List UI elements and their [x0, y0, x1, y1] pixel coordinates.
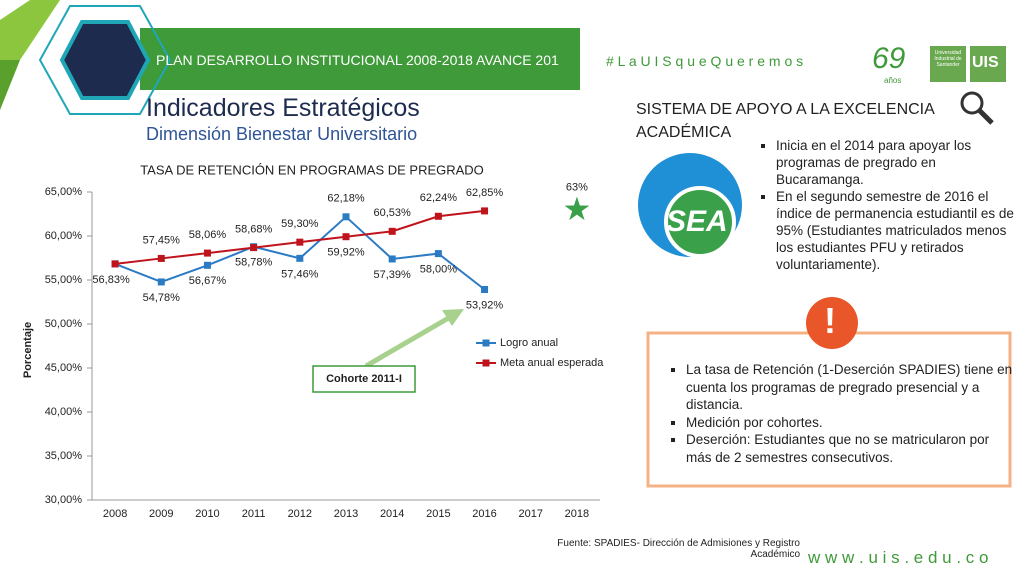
warning-mark: !	[824, 300, 836, 341]
x-tick-label: 2013	[334, 508, 358, 520]
marker	[434, 250, 442, 258]
legend-label: Logro anual	[500, 337, 558, 349]
url: w w w . u i s . e d u . c o	[808, 548, 989, 567]
data-label: 58,06%	[189, 229, 227, 241]
data-label: 57,39%	[374, 269, 412, 281]
logo-uis: UIS	[972, 54, 999, 71]
marker	[111, 260, 119, 268]
data-label: 57,45%	[143, 234, 181, 246]
y-tick-label: 60,00%	[45, 230, 83, 242]
sea-logo: SEA	[666, 205, 728, 238]
marker	[203, 261, 211, 269]
data-label: 59,30%	[281, 218, 319, 230]
banner: PLAN DESARROLLO INSTITUCIONAL 2008-2018 …	[156, 52, 559, 68]
banner-bg	[140, 28, 580, 90]
sea-logo-circle	[664, 186, 736, 258]
search-icon	[977, 108, 994, 125]
search-icon	[960, 91, 984, 115]
warning-icon	[806, 297, 858, 349]
x-tick-label: 2018	[565, 508, 589, 520]
legend-label: Meta anual esperada	[500, 357, 604, 369]
data-label: 62,18%	[327, 193, 365, 205]
x-tick-label: 2008	[103, 508, 127, 520]
data-label: 58,78%	[235, 257, 273, 269]
bullet: Deserción: Estudiantes que no se matricu…	[686, 431, 1016, 466]
notes-bullets: La tasa de Retención (1-Deserción SPADIE…	[668, 361, 1016, 466]
marker	[203, 249, 211, 257]
chart: TASA DE RETENCIÓN EN PROGRAMAS DE PREGRA…	[22, 162, 604, 520]
logo-years: 69	[872, 42, 906, 75]
x-tick-label: 2015	[426, 508, 450, 520]
bullet: La tasa de Retención (1-Deserción SPADIE…	[686, 361, 1016, 414]
data-label: 57,46%	[281, 268, 319, 280]
x-tick-label: 2016	[472, 508, 496, 520]
decor-shape	[0, 60, 20, 110]
marker	[342, 233, 350, 241]
marker	[388, 227, 396, 235]
title: Indicadores Estratégicos	[146, 94, 420, 122]
legend-marker	[482, 339, 490, 347]
marker	[157, 254, 165, 262]
data-label: 60,53%	[374, 207, 412, 219]
data-label: 58,00%	[420, 264, 458, 276]
target-label: 63%	[566, 182, 588, 194]
y-axis-label: Porcentaje	[22, 322, 34, 378]
subtitle: Dimensión Bienestar Universitario	[146, 124, 418, 144]
y-tick-label: 50,00%	[45, 318, 83, 330]
marker	[481, 286, 489, 294]
y-tick-label: 40,00%	[45, 406, 83, 418]
data-label: 54,78%	[143, 292, 181, 304]
data-label: 56,67%	[189, 275, 227, 287]
x-tick-label: 2017	[518, 508, 542, 520]
bullet: Medición por cohortes.	[686, 414, 1016, 432]
y-tick-label: 45,00%	[45, 362, 83, 374]
marker	[250, 244, 258, 252]
y-tick-label: 35,00%	[45, 450, 83, 462]
hashtag: # L a U I S q u e Q u e r e m o s	[606, 53, 804, 69]
data-label: 62,24%	[420, 192, 458, 204]
marker	[296, 238, 304, 246]
sea-heading: SISTEMA DE APOYO A LA EXCELENCIA ACADÉMI…	[636, 101, 934, 141]
y-tick-label: 55,00%	[45, 274, 83, 286]
y-tick-label: 65,00%	[45, 186, 83, 198]
annotation-arrow	[364, 313, 454, 369]
hexagon	[59, 20, 151, 100]
x-tick-label: 2014	[380, 508, 404, 520]
logo-university: Universidad Industrial de Santander	[934, 50, 962, 68]
marker	[296, 254, 304, 262]
annotation-arrowhead	[442, 309, 464, 326]
data-label: 62,85%	[466, 187, 504, 199]
marker	[434, 212, 442, 220]
marker	[388, 255, 396, 263]
chart-title: TASA DE RETENCIÓN EN PROGRAMAS DE PREGRA…	[140, 162, 484, 177]
marker	[157, 278, 165, 286]
annotation: Cohorte 2011-I	[326, 373, 402, 385]
marker	[481, 207, 489, 215]
x-tick-label: 2012	[288, 508, 312, 520]
target-star	[564, 196, 590, 221]
data-label: 59,92%	[327, 247, 365, 259]
source: Fuente: SPADIES- Dirección de Admisiones…	[557, 538, 800, 560]
marker	[342, 213, 350, 221]
logo-years-sub: años	[884, 76, 902, 85]
logo-bg	[930, 46, 966, 82]
annotation-box	[312, 365, 416, 393]
data-label: 53,92%	[466, 299, 504, 311]
x-tick-label: 2010	[195, 508, 219, 520]
bullet: Inicia en el 2014 para apoyar los progra…	[776, 137, 1024, 188]
sea-bullets: Inicia en el 2014 para apoyar los progra…	[758, 137, 1024, 273]
bullet: En el segundo semestre de 2016 el índice…	[776, 188, 1024, 273]
legend-marker	[482, 359, 490, 367]
x-tick-label: 2011	[242, 508, 266, 520]
x-tick-label: 2009	[149, 508, 173, 520]
data-label: 56,83%	[92, 274, 130, 286]
logo-bg	[970, 46, 1006, 82]
hexagon-outline	[38, 5, 172, 115]
data-label: 58,68%	[235, 224, 273, 236]
decor-shape	[0, 0, 60, 60]
y-tick-label: 30,00%	[45, 494, 83, 506]
